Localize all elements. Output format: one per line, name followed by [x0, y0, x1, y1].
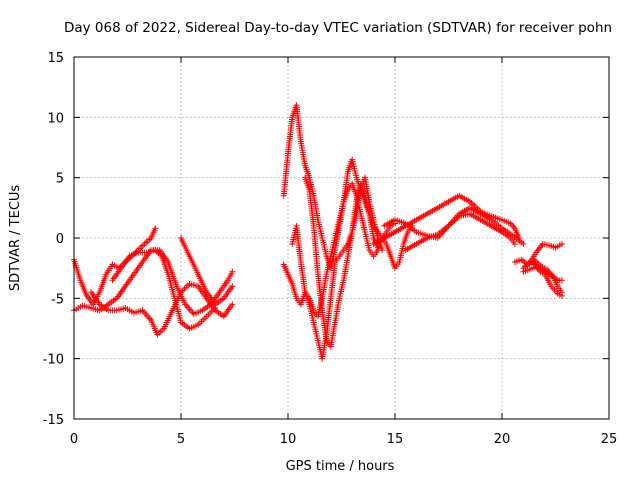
grid	[74, 57, 609, 419]
series-track-k	[370, 192, 523, 248]
data-point	[229, 283, 236, 290]
axis-ticks: 0 5 10 15 20 25 -15 -10 -5 0 5 10 15	[43, 51, 618, 447]
data-point	[520, 241, 527, 248]
x-axis-label: GPS time / hours	[286, 459, 395, 474]
data-point	[229, 268, 236, 275]
series-track-n	[520, 241, 565, 272]
y-tick-label: -5	[51, 292, 64, 307]
data-point	[558, 277, 565, 284]
y-tick-label: 10	[47, 111, 64, 126]
y-tick-label: 0	[56, 232, 64, 247]
data-point	[374, 244, 381, 251]
series-track-e	[178, 235, 236, 308]
y-tick-label: 15	[47, 51, 64, 66]
series-track-i	[302, 174, 381, 350]
x-tick-label: 15	[387, 432, 404, 447]
y-axis-label: SDTVAR / TECUs	[8, 185, 23, 292]
data-point	[511, 241, 518, 248]
data-point	[558, 241, 565, 248]
data-point	[558, 292, 565, 299]
y-tick-label: -15	[43, 413, 64, 428]
x-tick-label: 20	[494, 432, 511, 447]
y-tick-label: -10	[43, 353, 64, 368]
plot-frame	[73, 56, 610, 420]
series-track-l	[402, 210, 518, 254]
x-tick-label: 5	[177, 432, 185, 447]
x-tick-label: 0	[70, 432, 78, 447]
data-point	[469, 201, 476, 208]
data-point	[152, 225, 159, 232]
series-track-d	[109, 247, 219, 332]
series-track-a	[71, 225, 159, 308]
series-track-b	[71, 247, 236, 318]
y-tick-label: 5	[56, 172, 64, 187]
series-track-h	[289, 174, 386, 362]
data-point	[379, 247, 386, 254]
data-point	[516, 235, 523, 241]
x-tick-label: 10	[280, 432, 297, 447]
data-points	[71, 102, 565, 362]
data-point	[229, 301, 236, 308]
series-track-p	[528, 259, 565, 284]
x-tick-label: 25	[601, 432, 618, 447]
chart-title: Day 068 of 2022, Sidereal Day-to-day VTE…	[64, 20, 612, 36]
